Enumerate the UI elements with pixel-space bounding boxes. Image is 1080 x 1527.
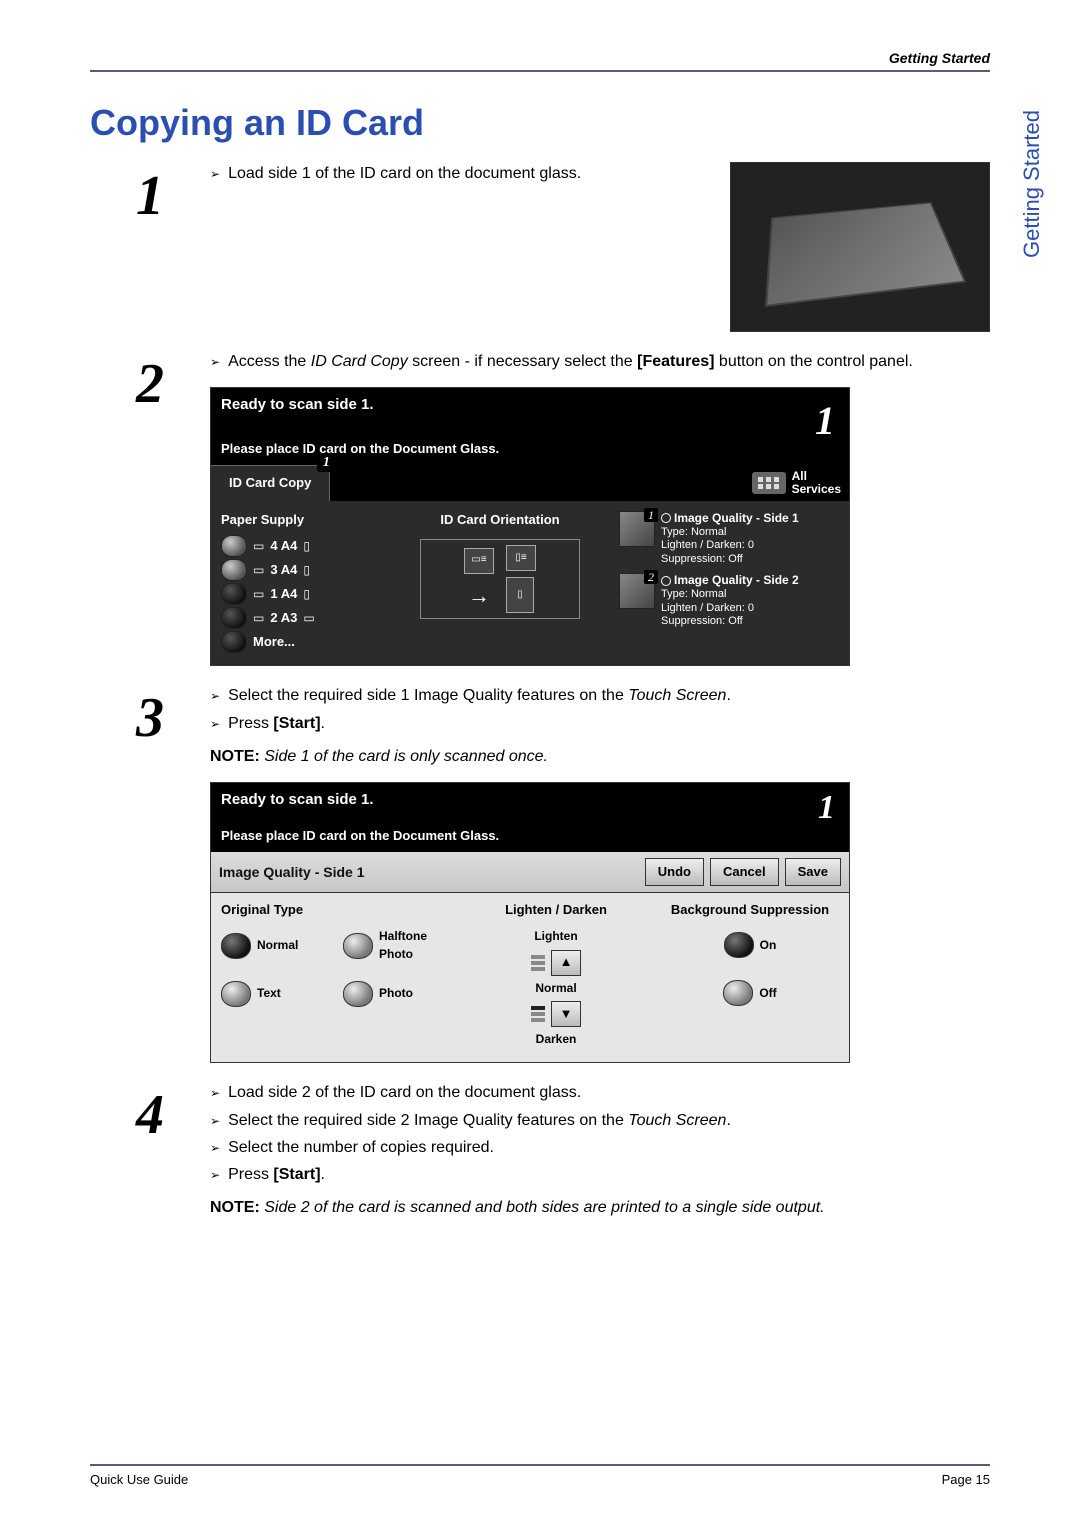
header-rule	[90, 70, 990, 72]
paper-more[interactable]: More...	[221, 631, 381, 653]
step-3-b2: Press [Start].	[228, 712, 325, 735]
orient-landscape-icon: ▭≡	[464, 548, 494, 574]
panel1-status: Ready to scan side 1.	[221, 394, 839, 416]
step-3-b1: Select the required side 1 Image Quality…	[228, 684, 731, 707]
panel1-instruction: Please place ID card on the Document Gla…	[221, 440, 839, 459]
bullet-icon: ➢	[210, 1140, 220, 1157]
side-tab: Getting Started	[1019, 110, 1045, 258]
paper-tray-3[interactable]: ▭3 A4 ▯	[221, 559, 381, 581]
bullet-icon: ➢	[210, 1085, 220, 1102]
paper-tray-4[interactable]: ▭4 A4 ▯	[221, 535, 381, 557]
panel1-side-number: 1	[815, 392, 835, 450]
undo-button[interactable]: Undo	[645, 858, 704, 887]
touchscreen-panel-2: Ready to scan side 1. Please place ID ca…	[210, 782, 850, 1063]
lighten-darken-head: Lighten / Darken	[505, 901, 607, 920]
step-1-text: Load side 1 of the ID card on the docume…	[228, 162, 581, 185]
opt-text[interactable]: Text	[221, 981, 329, 1007]
grid-icon	[752, 472, 786, 494]
iq2-icon: 2	[619, 573, 655, 609]
all-services-button[interactable]: AllServices	[744, 465, 849, 501]
step-4: 4 ➢ Load side 2 of the ID card on the doc…	[90, 1081, 990, 1219]
all-services-label: AllServices	[792, 470, 841, 496]
step-2-text: Access the ID Card Copy screen - if nece…	[228, 350, 913, 373]
tab-marker: 1	[317, 454, 335, 472]
panel2-status: Ready to scan side 1.	[221, 789, 839, 811]
paper-tray-1[interactable]: ▭1 A4 ▯	[221, 583, 381, 605]
panel2-bar-title: Image Quality - Side 1	[219, 862, 639, 882]
touchscreen-panel-1: Ready to scan side 1. Please place ID ca…	[210, 387, 850, 666]
footer-right: Page 15	[942, 1472, 990, 1487]
step-4-b3: Select the number of copies required.	[228, 1136, 494, 1159]
opt-photo[interactable]: Photo	[343, 981, 451, 1007]
iq1-icon: 1	[619, 511, 655, 547]
page-title: Copying an ID Card	[90, 102, 990, 144]
orientation-box[interactable]: ▭≡ → ▯≡ ▯	[420, 539, 580, 619]
panel2-side-number: 1	[818, 783, 835, 832]
bullet-icon: ➢	[210, 1167, 220, 1184]
step-4-b4: Press [Start].	[228, 1163, 325, 1186]
cancel-button[interactable]: Cancel	[710, 858, 779, 887]
opt-normal[interactable]: Normal	[221, 928, 329, 963]
step-1-number: 1	[90, 162, 210, 224]
header-section: Getting Started	[90, 50, 990, 66]
bullet-icon: ➢	[210, 166, 220, 183]
bs-on[interactable]: On	[724, 932, 777, 958]
bullet-icon: ➢	[210, 354, 220, 371]
step-2: 2 ➢ Access the ID Card Copy screen - if …	[90, 350, 990, 666]
opt-halftone[interactable]: Halftone Photo	[343, 928, 451, 963]
page-footer: Quick Use Guide Page 15	[90, 1464, 990, 1487]
bullet-icon: ➢	[210, 1113, 220, 1130]
step-4-number: 4	[90, 1081, 210, 1143]
image-quality-side-1[interactable]: 1 Image Quality - Side 1 Type: Normal Li…	[619, 511, 839, 567]
step-3-number: 3	[90, 684, 210, 746]
step-4-b1: Load side 2 of the ID card on the docume…	[228, 1081, 581, 1104]
lighten-up-button[interactable]: ▲	[551, 950, 581, 976]
paper-tray-2[interactable]: ▭2 A3 ▭	[221, 607, 381, 629]
step-4-note: NOTE: Side 2 of the card is scanned and …	[210, 1196, 990, 1219]
tab-id-card-copy[interactable]: ID Card Copy 1	[211, 465, 330, 501]
bg-suppression-head: Background Suppression	[671, 901, 829, 920]
paper-supply-head: Paper Supply	[221, 511, 381, 530]
step-3-note: NOTE: Side 1 of the card is only scanned…	[210, 745, 990, 768]
darken-label: Darken	[536, 1031, 577, 1048]
orient-portrait-top-icon: ▯≡	[506, 545, 536, 571]
step-2-number: 2	[90, 350, 210, 412]
scanner-image	[730, 162, 990, 332]
ld-scale-top	[531, 955, 545, 971]
darken-down-button[interactable]: ▼	[551, 1001, 581, 1027]
original-type-head: Original Type	[221, 901, 451, 920]
save-button[interactable]: Save	[785, 858, 841, 887]
orientation-head: ID Card Orientation	[440, 511, 559, 530]
bullet-icon: ➢	[210, 688, 220, 705]
panel2-instruction: Please place ID card on the Document Gla…	[221, 827, 839, 846]
arrow-right-icon: →	[468, 580, 490, 612]
lighten-label: Lighten	[534, 928, 577, 945]
step-3: 3 ➢ Select the required side 1 Image Qua…	[90, 684, 990, 1063]
normal-label: Normal	[535, 980, 576, 997]
step-1: 1 ➢ Load side 1 of the ID card on the do…	[90, 162, 990, 332]
orient-portrait-icon: ▯	[506, 577, 534, 613]
step-4-b2: Select the required side 2 Image Quality…	[228, 1109, 731, 1132]
footer-left: Quick Use Guide	[90, 1472, 188, 1487]
image-quality-side-2[interactable]: 2 Image Quality - Side 2 Type: Normal Li…	[619, 573, 839, 629]
bullet-icon: ➢	[210, 716, 220, 733]
ld-scale-bottom	[531, 1006, 545, 1022]
bs-off[interactable]: Off	[723, 980, 776, 1006]
